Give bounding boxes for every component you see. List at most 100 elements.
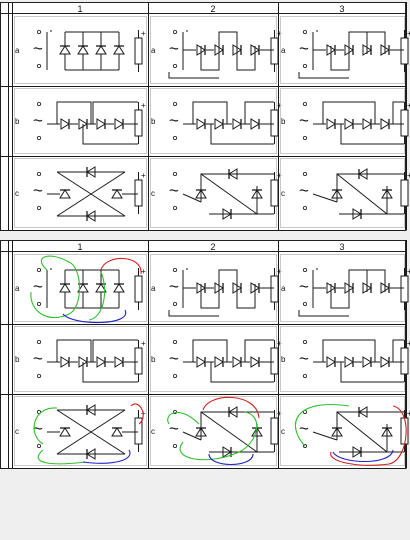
diode-triangle [331, 427, 343, 437]
wire [330, 288, 350, 309]
diode-triangle [344, 118, 354, 130]
green-highlight-wire [37, 449, 86, 465]
diode-symbol [352, 208, 362, 220]
diode-triangle [60, 118, 70, 130]
row-label-b: b [281, 355, 286, 364]
row-label-c: c [151, 189, 155, 198]
resistor-body [400, 179, 409, 207]
wire [330, 50, 350, 71]
circuit-b2: b ~ + [150, 326, 282, 392]
wire [192, 339, 228, 362]
terminal-top [302, 267, 307, 272]
ac-source: ~ [33, 267, 43, 306]
resistor-body [134, 37, 143, 65]
resistor-body [270, 179, 279, 207]
plus-sign: + [277, 339, 282, 348]
wire [192, 101, 228, 124]
diode-symbol [228, 168, 238, 180]
diode-triangle [222, 208, 232, 220]
diode-triangle [113, 45, 125, 55]
diode-triangle [380, 118, 390, 130]
wire [218, 31, 238, 50]
diode-symbol [86, 210, 96, 222]
load-resistor: + [270, 171, 282, 214]
wire [56, 171, 126, 217]
resistor-body [134, 109, 143, 137]
ac-source-symbol: ~ [169, 111, 179, 130]
wire [366, 31, 386, 50]
terminal-bottom [302, 64, 307, 69]
row-label-b: b [151, 355, 156, 364]
ac-source-symbol: ~ [299, 349, 309, 368]
green-highlight-wire [295, 404, 350, 447]
plus-sign: + [407, 267, 410, 276]
diode-symbol [59, 427, 71, 437]
load-resistor: + [270, 29, 282, 72]
resistor-body [270, 347, 279, 375]
terminal-bottom [302, 443, 307, 448]
plus-sign: + [407, 29, 410, 38]
wire [168, 72, 219, 79]
wire [336, 411, 388, 453]
load-resistor: + [134, 267, 146, 310]
plus-sign: + [407, 171, 410, 180]
red-highlight-wire [100, 257, 142, 275]
diode-triangle [86, 448, 96, 460]
diode-triangle [111, 189, 123, 199]
diode-symbol [86, 166, 96, 178]
plus-sign: + [277, 409, 282, 418]
diode-triangle [77, 283, 89, 293]
green-highlight-wire [30, 255, 80, 319]
plus-sign: + [141, 171, 146, 180]
diode-symbol [358, 406, 368, 418]
diode-symbol [232, 356, 242, 368]
cell-border [14, 326, 147, 392]
ac-source: ~ [299, 171, 309, 210]
ac-source-symbol: ~ [169, 419, 179, 438]
diode-symbol [195, 189, 207, 199]
diode-triangle [214, 356, 224, 368]
diode-symbol [86, 448, 96, 460]
plus-sign: + [407, 339, 410, 348]
load-resistor: + [400, 267, 410, 310]
column-header-1: 1 [77, 242, 82, 252]
resistor-body [400, 347, 409, 375]
resistor-body [270, 109, 279, 137]
diode-symbol [352, 446, 362, 458]
terminal-bottom [302, 301, 307, 306]
green-highlight-wire [179, 411, 258, 461]
ac-source-symbol: ~ [169, 349, 179, 368]
terminal-bottom [172, 135, 177, 140]
terminal-top [172, 267, 177, 272]
diode-triangle [96, 118, 106, 130]
panel-rectifier-grid-unmarked: 1 2 3 a ~ + a ~ + a ~ + b ~ + b ~ + b ~ + c ~ + c ~ + c ~ + [0, 2, 410, 231]
terminal-top [302, 171, 307, 176]
wire [182, 193, 202, 203]
wire [218, 269, 238, 288]
ac-source-symbol: ~ [299, 39, 309, 58]
terminal-bottom [172, 443, 177, 448]
diode-triangle [77, 45, 89, 55]
plus-sign: + [277, 101, 282, 110]
red-highlight-wire [130, 403, 144, 425]
diode-symbol [77, 45, 89, 55]
wire [312, 193, 338, 203]
wire [312, 431, 338, 441]
diode-triangle [60, 356, 70, 368]
wire [92, 101, 138, 124]
ac-source-symbol: ~ [33, 181, 43, 200]
red-highlight-wire [330, 405, 407, 466]
diode-triangle [362, 118, 372, 130]
diode-symbol [344, 118, 354, 130]
diode-triangle [228, 406, 238, 418]
ac-source-symbol: ~ [33, 349, 43, 368]
row-label-a: a [15, 46, 20, 55]
circuit-c1: c ~ + [14, 158, 147, 228]
circuit-a1: a ~ + [14, 254, 147, 324]
terminal-bottom [302, 205, 307, 210]
row-label-c: c [15, 427, 19, 436]
diode-triangle [196, 118, 206, 130]
plus-sign: + [277, 171, 282, 180]
terminal-bottom [172, 64, 177, 69]
wire [200, 288, 220, 309]
